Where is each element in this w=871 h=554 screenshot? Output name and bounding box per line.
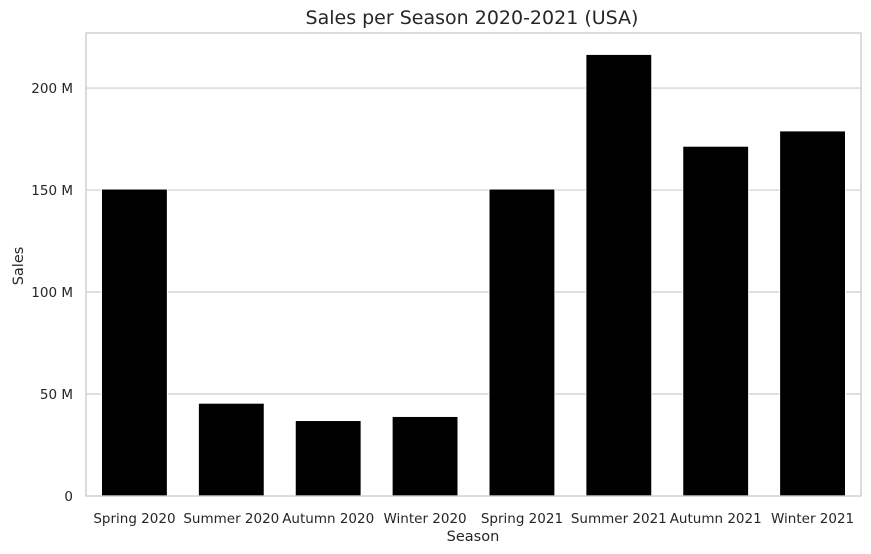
x-axis-label: Season (447, 529, 500, 545)
bars (101, 53, 846, 497)
y-tick-label: 150 M (31, 183, 73, 199)
y-tick-label: 50 M (40, 387, 73, 403)
bar-autumn-2021 (682, 145, 750, 497)
bar-spring-2020 (101, 188, 168, 497)
chart-title: Sales per Season 2020-2021 (USA) (306, 7, 639, 29)
bar-summer-2021 (585, 53, 653, 497)
x-tick-label: Spring 2021 (481, 511, 563, 527)
x-tick-label: Autumn 2020 (282, 511, 374, 527)
x-tick-label: Summer 2021 (571, 511, 667, 527)
x-tick-labels: Spring 2020 Summer 2020 Autumn 2020 Winter … (93, 511, 854, 527)
x-tick-label: Summer 2020 (183, 511, 279, 527)
y-tick-label: 0 (64, 489, 73, 505)
y-tick-labels: 0 50 M 100 M 150 M 200 M (31, 81, 73, 505)
plot-frame (85, 32, 862, 497)
bar-autumn-2020 (294, 420, 362, 497)
bar-summer-2020 (197, 402, 265, 497)
y-axis-label: Sales (11, 247, 27, 286)
y-tick-label: 200 M (31, 81, 73, 97)
x-tick-label: Spring 2020 (93, 511, 175, 527)
x-tick-label: Winter 2020 (383, 511, 466, 527)
bar-spring-2021 (488, 188, 556, 497)
x-tick-label: Autumn 2021 (670, 511, 762, 527)
y-tick-label: 100 M (31, 285, 73, 301)
bar-winter-2021 (779, 130, 846, 497)
x-tick-label: Winter 2021 (771, 511, 854, 527)
bar-winter-2020 (391, 415, 459, 497)
